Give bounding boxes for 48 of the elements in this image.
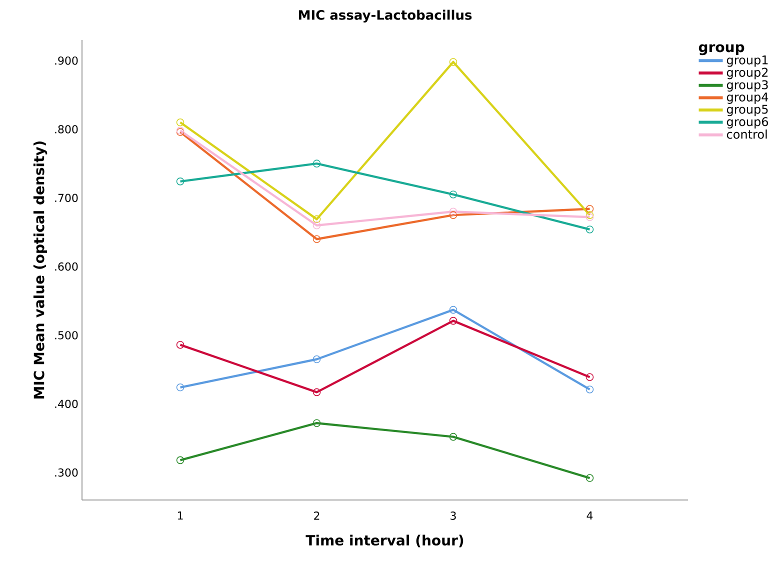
x-tick-label: 1	[178, 512, 183, 520]
point	[312, 215, 321, 224]
legend-label: group1	[726, 56, 768, 67]
y-tick-label: .400	[55, 400, 78, 408]
point	[449, 208, 458, 216]
legend-label: group4	[726, 92, 768, 104]
point	[586, 211, 594, 219]
point	[586, 373, 594, 382]
point	[312, 235, 321, 244]
point	[586, 213, 594, 222]
point	[586, 386, 594, 394]
x-tick-label: 2	[314, 512, 320, 520]
y-tick-label: .600	[55, 262, 78, 271]
legend-label: group2	[726, 68, 768, 80]
legend-title: group	[698, 44, 744, 56]
point	[176, 456, 184, 464]
point	[586, 226, 594, 234]
point	[449, 58, 458, 66]
legend-label: group3	[726, 80, 768, 92]
point	[176, 178, 184, 186]
legend-label: group5	[726, 104, 768, 116]
y-tick-label: .300	[55, 468, 78, 477]
point	[449, 211, 458, 219]
y-tick-label: .500	[55, 331, 78, 340]
x-tick-label: 4	[586, 512, 593, 520]
point	[586, 205, 594, 213]
y-tick-label: .800	[55, 125, 78, 134]
x-axis-title: Time interval (hour)	[306, 534, 464, 548]
y-tick-label: .700	[55, 194, 78, 202]
chart-title: MIC assay-Lactobacillus	[299, 10, 472, 22]
point	[312, 355, 321, 364]
point	[449, 316, 458, 325]
point	[176, 384, 184, 392]
point	[449, 432, 458, 441]
point	[312, 388, 321, 396]
point	[176, 118, 184, 126]
x-tick-label: 3	[450, 512, 456, 520]
point	[312, 419, 321, 428]
y-axis-title: MIC Mean value (optical density)	[33, 141, 48, 398]
point	[449, 190, 458, 198]
point	[312, 221, 321, 230]
point	[312, 160, 321, 168]
point	[586, 474, 594, 482]
legend-label: control	[726, 130, 767, 139]
point	[449, 306, 458, 314]
point	[176, 340, 184, 349]
y-tick-label: .900	[55, 56, 78, 65]
legend-label: group6	[726, 117, 768, 129]
